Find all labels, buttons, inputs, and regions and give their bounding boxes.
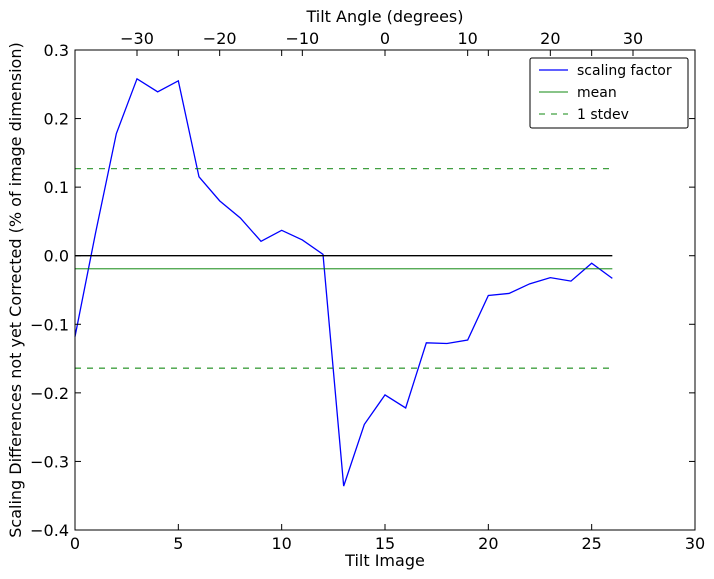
top-x-tick-label: −10 xyxy=(285,29,319,48)
x-axis-title: Tilt Image xyxy=(344,551,425,570)
y-tick-label: −0.1 xyxy=(30,315,69,334)
series-scaling-factor-line xyxy=(74,77,613,487)
x-tick-label: 20 xyxy=(478,534,498,553)
x-tick-label: 5 xyxy=(173,534,183,553)
top-x-tick-label: 20 xyxy=(540,29,560,48)
top-x-tick-label: −30 xyxy=(120,29,154,48)
y-tick-label: −0.4 xyxy=(30,521,69,540)
top-x-tick-label: 0 xyxy=(380,29,390,48)
plot-background xyxy=(75,50,695,530)
y-tick-label: −0.3 xyxy=(30,452,69,471)
y-tick-label: 0.0 xyxy=(44,247,69,266)
y-tick-label: 0.2 xyxy=(44,110,69,129)
tick-layer: 0 5 10 15 20 25 30 −0.4 −0.3 −0.2 −0.1 0.0 0.1 0.2 0.3… xyxy=(30,29,705,553)
top-x-tick-label: −20 xyxy=(203,29,237,48)
y-tick-label: 0.1 xyxy=(44,178,69,197)
x-tick-label: 0 xyxy=(70,534,80,553)
legend-label: mean xyxy=(577,85,617,101)
legend: scaling factor mean 1 stdev xyxy=(529,57,689,129)
legend-label: scaling factor xyxy=(577,63,672,79)
top-x-axis-title: Tilt Angle (degrees) xyxy=(305,7,463,26)
x-tick-label: 25 xyxy=(581,534,601,553)
legend-label: 1 stdev xyxy=(577,107,629,123)
x-tick-label: 15 xyxy=(375,534,395,553)
y-tick-label: 0.3 xyxy=(44,41,69,60)
series-layer xyxy=(74,77,613,487)
x-tick-label: 30 xyxy=(685,534,705,553)
legend-box xyxy=(529,57,689,129)
y-tick-label: −0.2 xyxy=(30,384,69,403)
top-x-tick-label: 30 xyxy=(623,29,643,48)
y-axis-title: Scaling Differences not yet Corrected (%… xyxy=(6,42,25,537)
x-tick-label: 10 xyxy=(271,534,291,553)
top-x-tick-label: 10 xyxy=(457,29,477,48)
